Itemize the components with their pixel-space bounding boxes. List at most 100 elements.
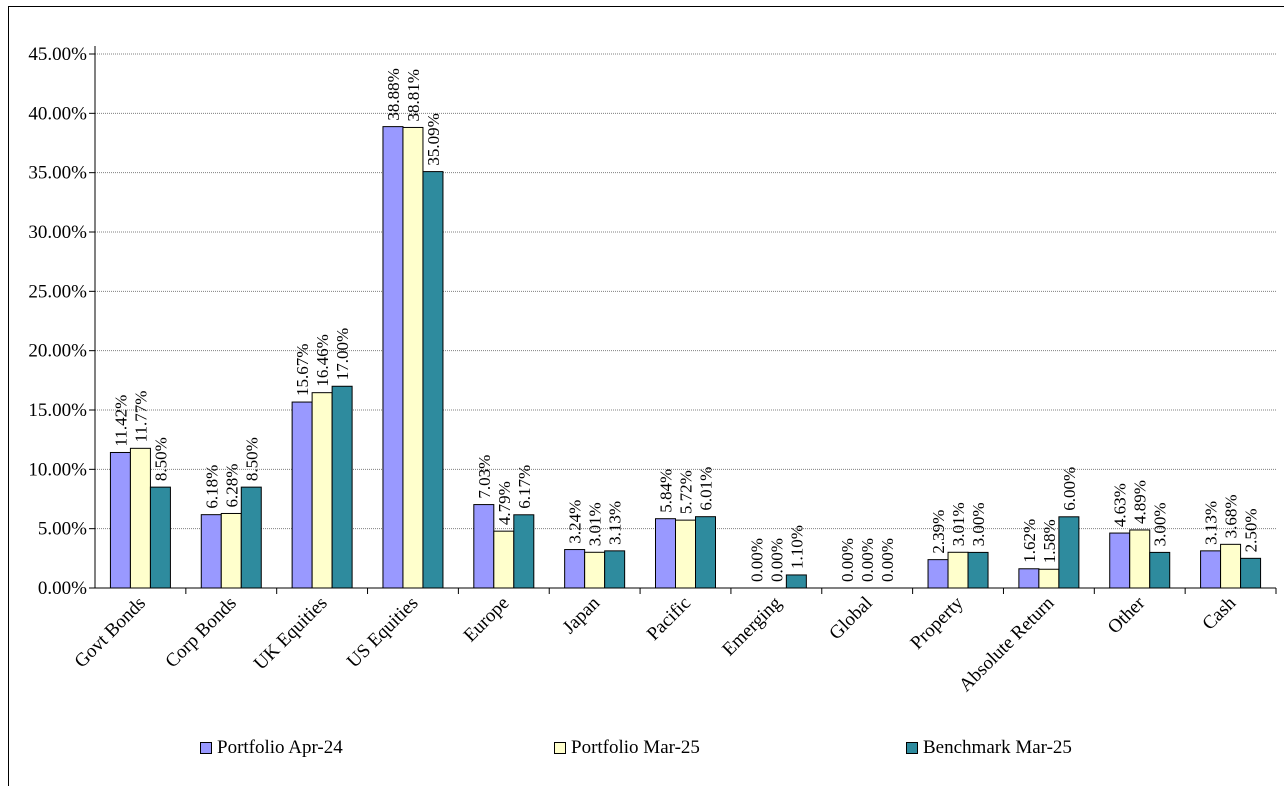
- data-label: 2.50%: [1242, 508, 1261, 552]
- legend-label-2: Portfolio Mar-25: [571, 737, 700, 758]
- bar: [785, 574, 807, 589]
- data-label: 4.79%: [495, 481, 514, 525]
- legend-item-2: Portfolio Mar-25: [554, 736, 700, 760]
- bar: [695, 516, 716, 589]
- data-label: 0.00%: [747, 538, 766, 582]
- bar: [927, 559, 949, 589]
- x-tick-label: Property: [906, 592, 967, 653]
- data-label: 3.00%: [1151, 502, 1170, 546]
- data-label: 3.01%: [586, 502, 605, 546]
- data-label: 3.13%: [1202, 501, 1221, 545]
- data-label: 8.50%: [151, 437, 170, 481]
- x-tick-label: Govt Bonds: [71, 593, 150, 672]
- bar: [1220, 543, 1242, 589]
- data-label: 7.03%: [475, 455, 494, 499]
- bar: [947, 551, 969, 589]
- legend-label-1: Portfolio Apr-24: [217, 737, 343, 758]
- bar: [109, 451, 131, 589]
- bar: [493, 530, 515, 589]
- bar: [1109, 532, 1131, 589]
- bar: [382, 126, 404, 589]
- y-tick-label: 15.00%: [28, 400, 87, 421]
- x-tick-label: Europe: [460, 593, 514, 647]
- data-label: 0.00%: [878, 538, 897, 582]
- x-tick-label: Other: [1104, 592, 1150, 638]
- data-label: 3.00%: [969, 502, 988, 546]
- legend-swatch-3: [906, 742, 918, 754]
- data-label: 2.39%: [929, 510, 948, 554]
- bar: [584, 551, 606, 589]
- data-label: 4.89%: [1131, 480, 1150, 524]
- y-tick-label: 40.00%: [28, 103, 87, 124]
- bar: [220, 512, 242, 589]
- bar: [473, 504, 495, 589]
- bar: [513, 514, 535, 589]
- data-label: 17.00%: [333, 328, 352, 380]
- bar: [402, 126, 424, 589]
- data-label: 16.46%: [313, 334, 332, 386]
- bar: [129, 447, 151, 589]
- data-label: 0.00%: [858, 538, 877, 582]
- y-tick-label: 25.00%: [28, 281, 87, 302]
- data-label: 6.17%: [515, 465, 534, 509]
- bar: [1149, 551, 1171, 589]
- y-tick-label: 5.00%: [38, 519, 87, 540]
- data-label: 5.72%: [677, 470, 696, 514]
- bar: [149, 486, 171, 589]
- data-label: 1.10%: [787, 525, 806, 569]
- bar: [200, 514, 222, 589]
- data-label: 6.18%: [202, 465, 221, 509]
- legend-label-3: Benchmark Mar-25: [923, 737, 1072, 758]
- bar: [1240, 557, 1262, 589]
- x-tick-label: Emerging: [718, 592, 786, 660]
- x-tick-label: Japan: [559, 592, 605, 638]
- data-label: 8.50%: [242, 437, 261, 481]
- data-label: 11.77%: [131, 391, 150, 443]
- x-tick-label: Cash: [1198, 592, 1240, 634]
- bar: [1129, 529, 1151, 589]
- data-label: 4.63%: [1111, 483, 1130, 527]
- legend-swatch-1: [200, 742, 212, 754]
- bar: [331, 385, 353, 589]
- data-label: 15.67%: [293, 344, 312, 396]
- bar: [240, 486, 262, 589]
- data-label: 35.09%: [424, 113, 443, 165]
- data-label: 1.58%: [1040, 519, 1059, 563]
- bar: [422, 171, 444, 589]
- data-label: 3.68%: [1222, 494, 1241, 538]
- legend-swatch-2: [554, 742, 566, 754]
- y-tick-label: 35.00%: [28, 163, 87, 184]
- y-tick-label: 10.00%: [28, 459, 87, 480]
- data-label: 6.01%: [697, 467, 716, 511]
- bar: [655, 518, 676, 589]
- bar: [604, 550, 626, 589]
- data-label: 6.00%: [1060, 467, 1079, 511]
- bar: [291, 401, 313, 589]
- y-tick-label: 45.00%: [28, 44, 87, 65]
- x-tick-label: Pacific: [643, 593, 695, 645]
- bar: [675, 519, 696, 589]
- x-tick-label: US Equities: [343, 593, 422, 672]
- x-tick-label: Corp Bonds: [161, 593, 240, 672]
- data-label: 1.62%: [1020, 519, 1039, 563]
- x-tick-label: Global: [825, 593, 876, 644]
- data-label: 11.42%: [111, 395, 130, 447]
- x-tick-label: Absolute Return: [955, 592, 1059, 696]
- data-label: 3.24%: [566, 500, 585, 544]
- data-label: 6.28%: [222, 464, 241, 508]
- bar: [967, 551, 989, 589]
- y-tick-label: 0.00%: [38, 578, 87, 599]
- y-tick-label: 30.00%: [28, 222, 87, 243]
- chart-frame: [8, 6, 1284, 786]
- data-label: 3.01%: [949, 502, 968, 546]
- data-label: 0.00%: [767, 538, 786, 582]
- y-tick-label: 20.00%: [28, 341, 87, 362]
- data-label: 38.88%: [384, 68, 403, 120]
- bar: [1200, 550, 1222, 589]
- data-label: 38.81%: [404, 69, 423, 121]
- data-label: 0.00%: [838, 538, 857, 582]
- bar: [564, 549, 586, 589]
- legend-item-3: Benchmark Mar-25: [906, 736, 1072, 760]
- data-label: 5.84%: [657, 469, 676, 513]
- bar: [1038, 568, 1060, 589]
